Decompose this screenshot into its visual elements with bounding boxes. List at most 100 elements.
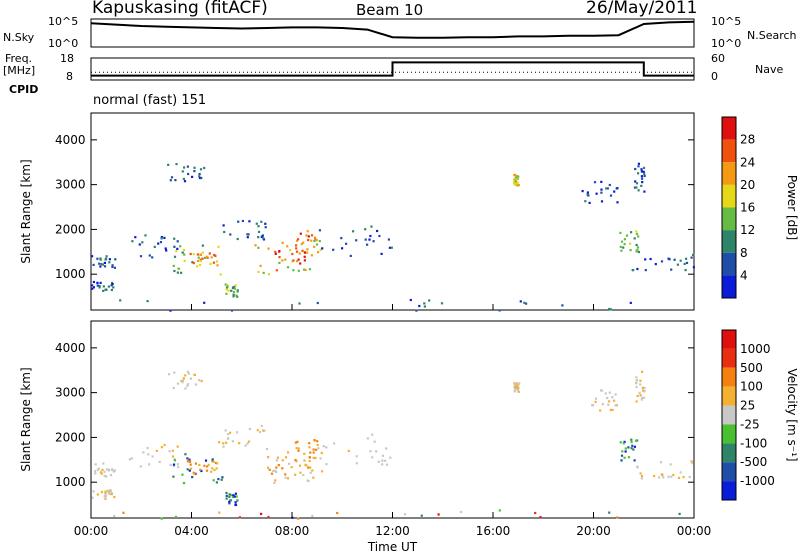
power-panel-cell xyxy=(303,268,306,271)
power-panel-cell xyxy=(173,255,177,258)
power-panel-cell xyxy=(637,172,640,175)
velocity-panel-cell xyxy=(111,468,114,471)
power-panel-cell xyxy=(306,251,309,254)
power-panel-cell xyxy=(313,245,316,248)
power-panel-cell xyxy=(236,290,239,293)
power-panel-cell xyxy=(340,237,343,240)
velocity-panel-cell xyxy=(112,470,115,473)
velocity-panel-cell xyxy=(316,443,319,447)
velocity-panel-cell xyxy=(184,387,187,390)
power-panel-cell xyxy=(364,238,367,241)
power-panel-cell xyxy=(517,184,520,187)
power-panel-cell xyxy=(203,301,206,304)
velocity-panel-cell xyxy=(211,460,214,463)
velocity-panel-cell xyxy=(205,469,209,472)
power-panel-cell xyxy=(299,232,302,235)
velocity-panel-cell xyxy=(632,448,635,451)
velocity-panel-cell xyxy=(147,453,150,456)
power-panel-cell xyxy=(676,263,679,266)
power-panel-cell xyxy=(315,243,319,246)
velocity-panel-cell xyxy=(515,384,518,387)
velocity-panel-cell xyxy=(217,478,220,481)
power-panel-cell xyxy=(289,249,292,252)
velocity-panel-cell xyxy=(206,465,209,468)
velocity-panel-cell xyxy=(101,468,104,471)
power-panel-cell xyxy=(225,288,228,291)
power-panel-cell xyxy=(98,286,101,289)
power-panel-cell xyxy=(267,247,270,250)
velocity-panel-cell xyxy=(96,493,99,496)
power-panel-cell xyxy=(514,180,517,183)
power-panel-cell xyxy=(313,239,316,243)
power-panel-cell xyxy=(281,241,284,244)
velocity-panel-cell xyxy=(309,451,312,454)
velocity-panel-cell xyxy=(641,370,644,373)
velocity-colorbar-tick-label: 100 xyxy=(740,380,763,394)
power-panel-cell xyxy=(234,284,237,287)
power-panel-cell xyxy=(169,179,172,182)
velocity-panel-cell xyxy=(678,512,681,515)
power-panel-cell xyxy=(513,180,516,183)
power-panel-cell xyxy=(588,201,591,204)
power-panel-cell xyxy=(428,299,431,302)
power-panel-cell xyxy=(517,175,520,178)
power-panel-cell xyxy=(523,301,526,304)
power-panel-cell xyxy=(341,247,344,250)
power-panel-cell xyxy=(608,183,611,187)
velocity-panel-cell xyxy=(225,491,228,495)
velocity-colorbar-label: Velocity [m s⁻¹] xyxy=(785,368,799,461)
power-panel-cell xyxy=(586,193,589,196)
velocity-panel-cell xyxy=(97,467,100,470)
power-panel-cell xyxy=(380,252,383,255)
velocity-panel-cell xyxy=(459,510,463,514)
velocity-panel-cell xyxy=(247,440,251,443)
power-panel-cell xyxy=(198,176,202,180)
power-panel-cell xyxy=(113,266,116,269)
power-panel-cell xyxy=(310,239,313,242)
power-colorbar-swatch xyxy=(722,207,736,231)
power-panel-cell xyxy=(355,239,358,242)
velocity-panel-cell xyxy=(303,452,306,455)
velocity-panel-cell xyxy=(260,424,263,428)
power-panel-cell xyxy=(516,181,519,184)
velocity-panel-cell xyxy=(184,374,187,377)
power-panel-cell xyxy=(513,182,516,185)
power-panel-cell xyxy=(191,175,194,178)
velocity-panel-cell xyxy=(667,475,670,478)
power-panel-cell xyxy=(514,176,518,179)
power-panel-cell xyxy=(609,308,612,311)
power-panel-cell xyxy=(160,236,163,239)
nsearch-label: N.Search xyxy=(747,29,797,42)
velocity-panel-cell xyxy=(108,492,111,495)
velocity-panel-cell xyxy=(381,463,384,466)
power-panel-cell xyxy=(107,285,110,288)
power-panel-cell xyxy=(654,263,657,266)
power-panel-cell xyxy=(369,234,372,238)
velocity-panel-cell xyxy=(172,386,175,390)
power-panel-ytick-label: 2000 xyxy=(55,222,86,236)
power-panel-cell xyxy=(232,293,235,296)
velocity-panel-cell xyxy=(312,476,315,479)
velocity-panel-cell xyxy=(212,479,215,482)
x-tick-label: 04:00 xyxy=(174,524,209,538)
power-panel-cell xyxy=(317,251,320,254)
power-panel-cell xyxy=(635,186,638,189)
velocity-panel-cell xyxy=(635,376,638,379)
power-panel-cell xyxy=(642,166,646,169)
power-panel-cell xyxy=(232,290,236,294)
power-panel-cell xyxy=(165,249,168,252)
power-panel-cell xyxy=(390,246,393,249)
power-panel-cell xyxy=(635,182,639,185)
power-panel-cell xyxy=(261,234,264,237)
velocity-panel-cell xyxy=(320,470,324,473)
power-panel-cell xyxy=(160,237,163,240)
power-panel-cell xyxy=(264,226,267,229)
power-colorbar-label: Power [dB] xyxy=(785,175,799,240)
velocity-panel-cell xyxy=(308,446,311,449)
power-panel-cell xyxy=(345,242,348,245)
velocity-panel-cell xyxy=(633,445,636,448)
velocity-panel-cell xyxy=(641,386,644,389)
power-panel-cell xyxy=(613,190,616,193)
power-panel-cell xyxy=(519,300,522,303)
